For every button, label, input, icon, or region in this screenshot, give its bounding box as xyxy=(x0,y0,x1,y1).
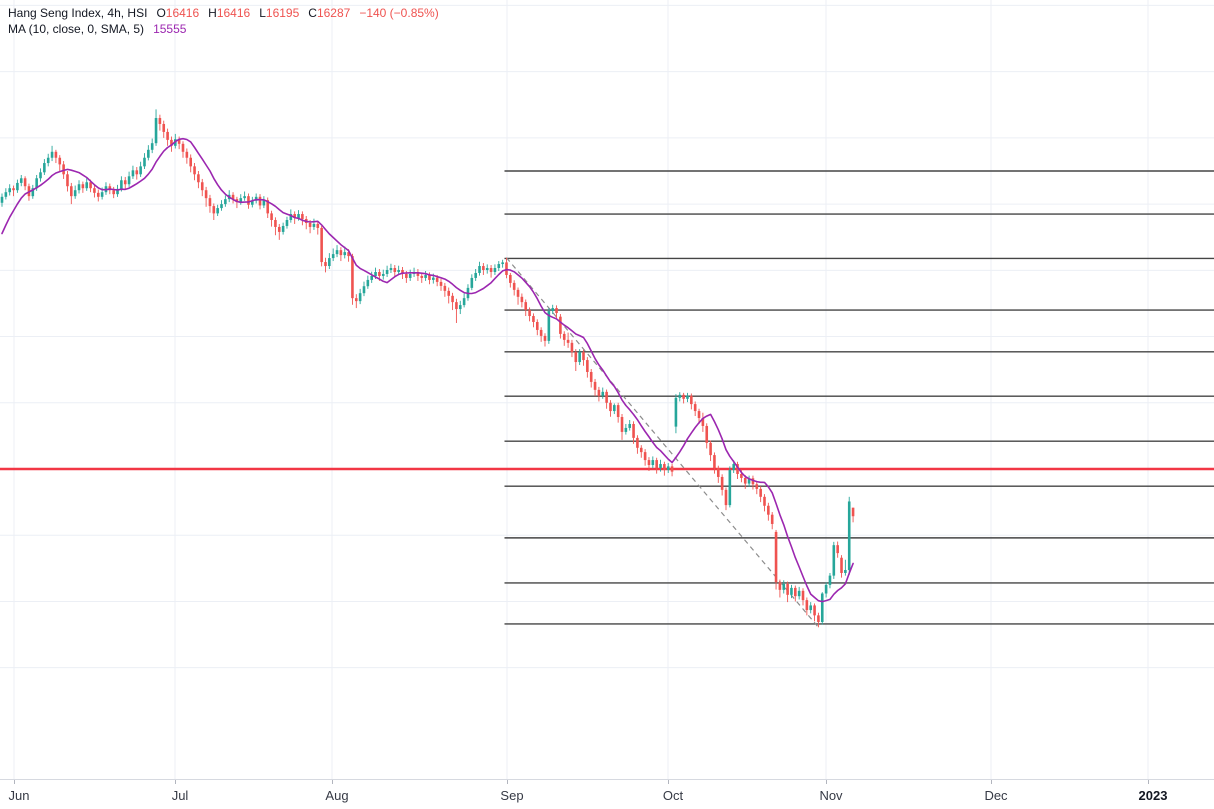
time-axis-tick xyxy=(175,780,176,784)
ma-value: 15555 xyxy=(153,22,187,36)
ma-legend-row[interactable]: MA (10, close, 0, SMA, 5) 15555 xyxy=(8,21,439,37)
ma-title: MA (10, close, 0, SMA, 5) xyxy=(8,22,145,36)
time-axis[interactable]: Jun Jul Aug Sep Oct Nov Dec 2023 xyxy=(0,779,1214,809)
time-axis-label: Dec xyxy=(984,788,1008,803)
time-axis-label: Nov xyxy=(819,788,843,803)
time-axis-label: Sep xyxy=(500,788,524,803)
time-axis-tick xyxy=(332,780,333,784)
time-axis-tick xyxy=(1148,780,1149,784)
time-axis-tick xyxy=(826,780,827,784)
change-value: −140 (−0.85%) xyxy=(359,6,439,20)
time-axis-tick xyxy=(507,780,508,784)
time-axis-tick xyxy=(668,780,669,784)
legend: Hang Seng Index, 4h, HSI O16416 H16416 L… xyxy=(8,5,439,37)
ohlc-close: C16287 xyxy=(308,6,351,20)
ohlc-open: O16416 xyxy=(156,6,200,20)
ohlc-low: L16195 xyxy=(259,6,300,20)
time-axis-label: Jul xyxy=(171,788,189,803)
symbol-title: Hang Seng Index, 4h, HSI xyxy=(8,6,148,20)
price-chart-canvas[interactable] xyxy=(0,0,1214,779)
time-axis-tick xyxy=(14,780,15,784)
time-axis-label: Jun xyxy=(8,788,30,803)
ohlc-high: H16416 xyxy=(208,6,251,20)
time-axis-tick xyxy=(991,780,992,784)
time-axis-label: Aug xyxy=(325,788,349,803)
time-axis-label: 2023 xyxy=(1138,788,1168,803)
symbol-legend-row[interactable]: Hang Seng Index, 4h, HSI O16416 H16416 L… xyxy=(8,5,439,21)
time-axis-label: Oct xyxy=(662,788,684,803)
